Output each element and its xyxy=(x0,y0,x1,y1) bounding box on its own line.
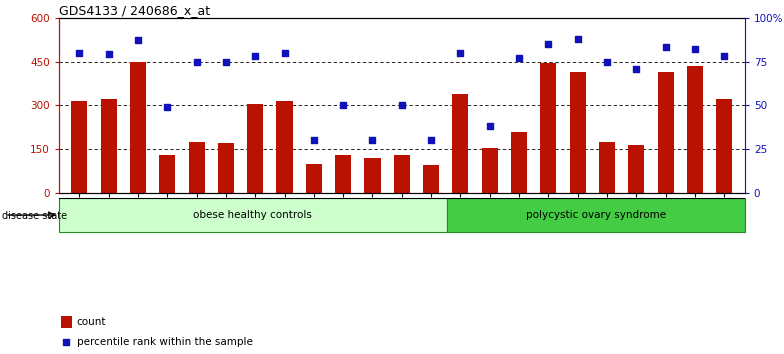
Bar xyxy=(218,143,234,193)
Bar xyxy=(335,155,351,193)
Bar xyxy=(423,165,439,193)
Point xyxy=(601,59,613,64)
Bar xyxy=(447,198,745,232)
Point xyxy=(395,103,408,108)
Point xyxy=(220,59,232,64)
Text: polycystic ovary syndrome: polycystic ovary syndrome xyxy=(525,210,666,220)
Bar xyxy=(481,148,498,193)
Bar xyxy=(61,316,71,329)
Bar xyxy=(188,142,205,193)
Point xyxy=(542,41,554,47)
Point xyxy=(659,45,672,50)
Bar xyxy=(511,132,527,193)
Bar xyxy=(100,99,117,193)
Point xyxy=(307,137,320,143)
Point xyxy=(688,46,701,52)
Text: obese healthy controls: obese healthy controls xyxy=(193,210,312,220)
Bar xyxy=(540,63,557,193)
Point xyxy=(191,59,203,64)
Point xyxy=(366,137,379,143)
Bar xyxy=(687,66,703,193)
Point xyxy=(484,124,496,129)
Point xyxy=(718,53,731,59)
Bar xyxy=(452,93,469,193)
Point xyxy=(103,52,115,57)
Text: count: count xyxy=(77,316,106,327)
Bar xyxy=(247,104,263,193)
Point xyxy=(278,50,291,56)
Point xyxy=(630,66,643,72)
Text: GDS4133 / 240686_x_at: GDS4133 / 240686_x_at xyxy=(59,4,210,17)
Bar xyxy=(628,145,644,193)
Point xyxy=(161,104,173,110)
Point xyxy=(513,55,525,61)
Bar xyxy=(365,158,380,193)
Point xyxy=(60,339,73,345)
Point xyxy=(73,50,85,56)
Point xyxy=(454,50,466,56)
Bar xyxy=(71,101,87,193)
Bar xyxy=(394,155,410,193)
Point xyxy=(249,53,262,59)
Bar xyxy=(306,164,322,193)
Bar xyxy=(59,198,447,232)
Bar xyxy=(159,155,176,193)
Point xyxy=(572,36,584,41)
Bar xyxy=(570,72,586,193)
Point xyxy=(132,38,144,43)
Bar xyxy=(599,142,615,193)
Bar xyxy=(130,62,146,193)
Bar xyxy=(717,99,732,193)
Point xyxy=(337,103,350,108)
Point xyxy=(425,137,437,143)
Text: disease state: disease state xyxy=(2,211,67,221)
Bar xyxy=(277,101,292,193)
Text: percentile rank within the sample: percentile rank within the sample xyxy=(77,337,252,347)
Bar xyxy=(658,72,673,193)
